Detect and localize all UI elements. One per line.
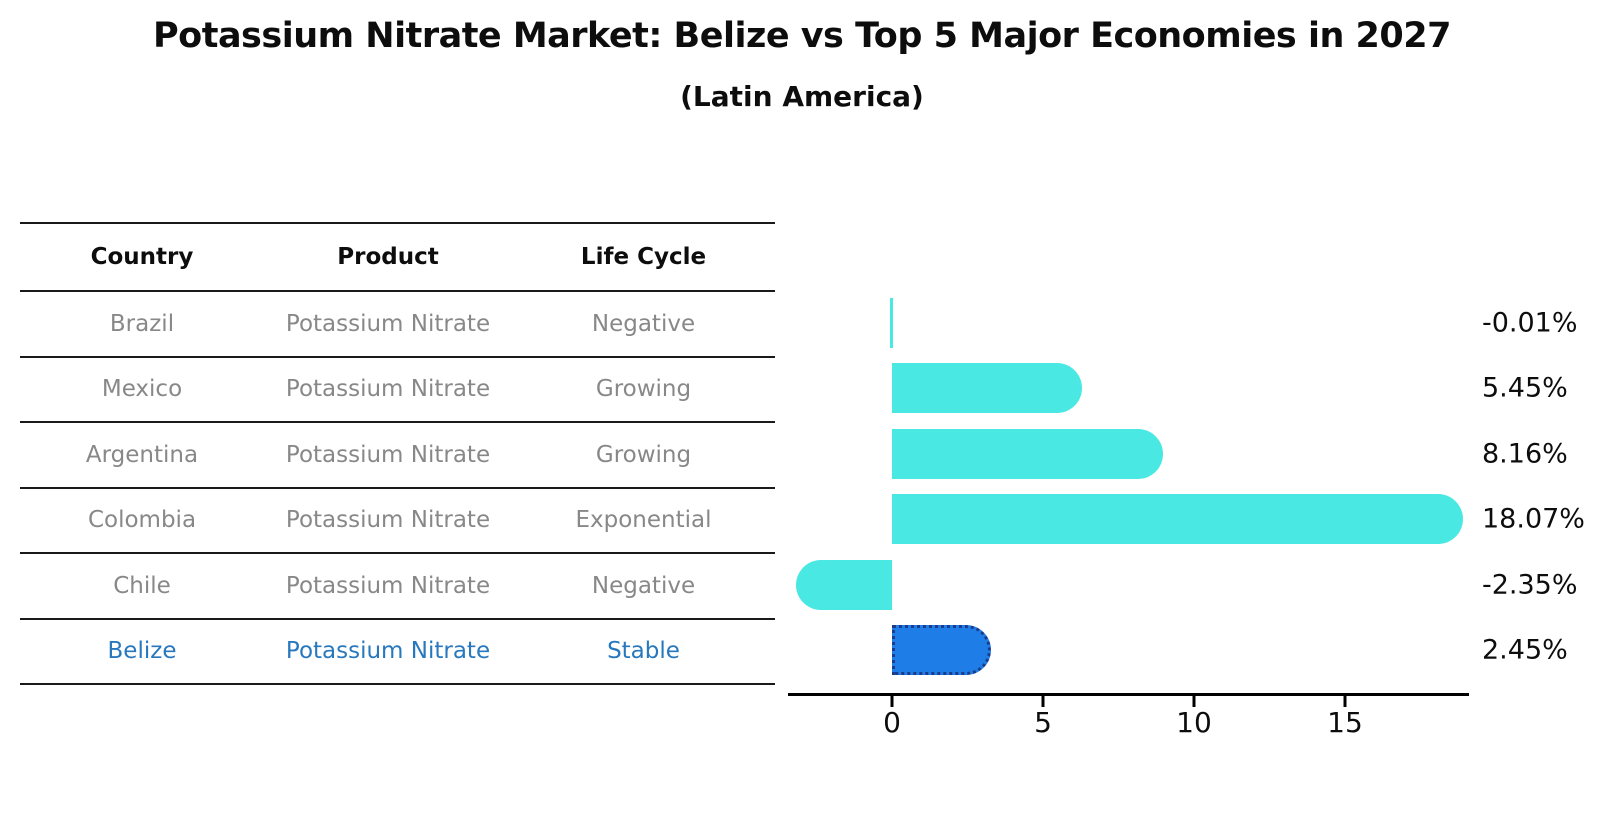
- table-row: Colombia Potassium Nitrate Exponential: [20, 489, 775, 554]
- country-table: Country Product Life Cycle Brazil Potassi…: [20, 222, 775, 685]
- x-axis-tick-label: 15: [1327, 706, 1363, 739]
- bar-argentina: [892, 428, 1164, 479]
- bar-value-label: 18.07%: [1482, 503, 1585, 535]
- table-cell-life-cycle: Stable: [607, 638, 680, 665]
- x-axis-tick-label: 5: [1034, 706, 1052, 739]
- bar-colombia: [892, 494, 1463, 545]
- bar-chile: [796, 559, 892, 610]
- table-row: Chile Potassium Nitrate Negative: [20, 554, 775, 620]
- bar-value-label: 8.16%: [1482, 438, 1568, 470]
- table-cell-country: Belize: [107, 638, 177, 665]
- table-cell-country: Brazil: [109, 310, 175, 337]
- table-cell-country: Chile: [113, 572, 171, 599]
- table-cell-country: Colombia: [87, 507, 197, 534]
- table-cell-life-cycle: Growing: [595, 376, 692, 403]
- x-axis-tick-label: 10: [1176, 706, 1212, 739]
- table-header-life-cycle: Life Cycle: [580, 244, 707, 270]
- bar-belize: [892, 625, 991, 676]
- x-axis-line: [788, 693, 1469, 696]
- table-cell-life-cycle: Negative: [591, 572, 696, 599]
- table-row: Brazil Potassium Nitrate Negative: [20, 292, 775, 358]
- table-body: Brazil Potassium Nitrate Negative Mexico Pot…: [20, 292, 775, 683]
- table-header-product: Product: [337, 244, 439, 270]
- table-row: Belize Potassium Nitrate Stable: [20, 620, 775, 684]
- table-header-country: Country: [90, 244, 194, 270]
- table-cell-product: Potassium Nitrate: [285, 310, 491, 337]
- bar-value-label: 5.45%: [1482, 372, 1568, 404]
- table-cell-product: Potassium Nitrate: [285, 638, 491, 665]
- table-cell-life-cycle: Exponential: [575, 507, 712, 534]
- table-cell-product: Potassium Nitrate: [285, 376, 491, 403]
- bar-value-label: -0.01%: [1482, 307, 1578, 339]
- chart-title: Potassium Nitrate Market: Belize vs Top …: [153, 16, 1451, 56]
- x-axis-tick-label: 0: [883, 706, 901, 739]
- table-cell-product: Potassium Nitrate: [285, 572, 491, 599]
- table-cell-country: Mexico: [101, 376, 183, 403]
- table-cell-life-cycle: Negative: [591, 310, 696, 337]
- table-cell-country: Argentina: [85, 441, 199, 468]
- bar-value-label: 2.45%: [1482, 634, 1568, 666]
- table-header-row: Country Product Life Cycle: [20, 224, 775, 292]
- table-cell-product: Potassium Nitrate: [285, 441, 491, 468]
- table-cell-life-cycle: Growing: [595, 441, 692, 468]
- bar-brazil: [890, 297, 893, 348]
- table-row: Argentina Potassium Nitrate Growing: [20, 423, 775, 489]
- x-axis-tick: [1343, 696, 1347, 707]
- x-axis-tick: [1192, 696, 1196, 707]
- chart-subtitle: (Latin America): [680, 80, 924, 113]
- bar-value-label: -2.35%: [1482, 569, 1578, 601]
- table-row: Mexico Potassium Nitrate Growing: [20, 358, 775, 423]
- bar-mexico: [892, 363, 1082, 414]
- x-axis-tick: [890, 696, 894, 707]
- x-axis-tick: [1041, 696, 1045, 707]
- table-cell-product: Potassium Nitrate: [285, 507, 491, 534]
